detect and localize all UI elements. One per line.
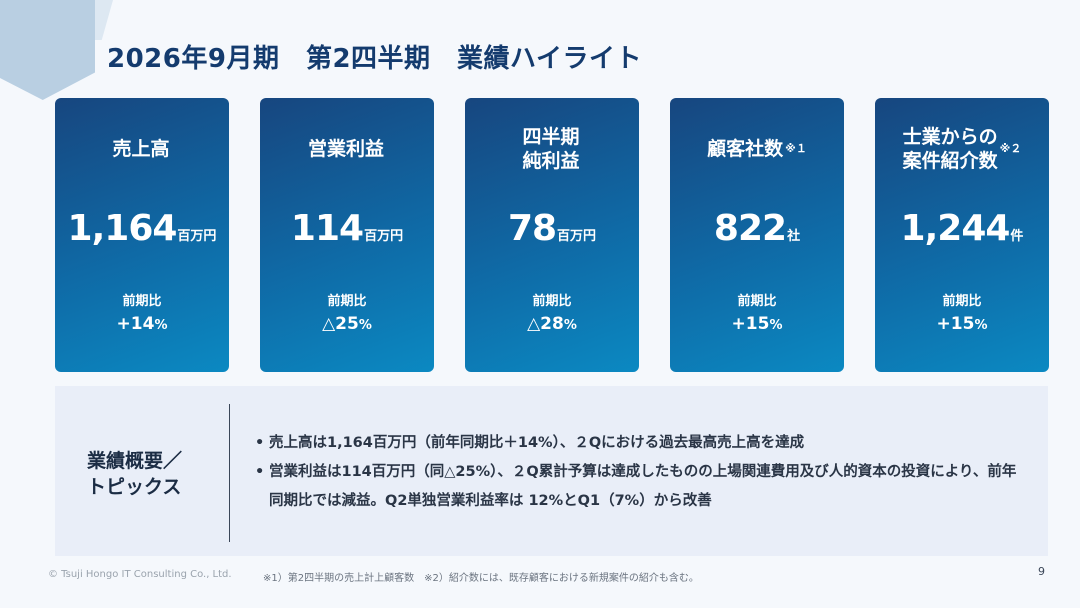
kpi-comparison-value: +15% xyxy=(875,314,1049,334)
kpi-comparison-label: 前期比 xyxy=(942,294,982,309)
page-title: 2026年9月期 第2四半期 業績ハイライト xyxy=(107,44,643,74)
kpi-comparison-label: 前期比 xyxy=(532,294,572,309)
kpi-number: 822 xyxy=(713,208,787,249)
copyright: © Tsuji Hongo IT Consulting Co., Ltd. xyxy=(48,569,232,580)
kpi-card-revenue: 売上高 1,164百万円 前期比 +14% xyxy=(55,98,229,372)
kpi-value: 78百万円 xyxy=(465,208,639,249)
kpi-label-text: 士業からの 案件紹介数 xyxy=(902,126,998,172)
summary-bullets: 売上高は1,164百万円（前年同期比＋14%）、２Qにおける過去最高売上高を達成… xyxy=(255,429,1025,516)
kpi-card-customers: 顧客社数 ※１ 822社 前期比 +15% xyxy=(670,98,844,372)
kpi-unit: 百万円 xyxy=(177,229,217,244)
kpi-unit: 社 xyxy=(787,229,801,244)
kpi-comparison-value: △28% xyxy=(465,314,639,334)
kpi-comparison-number: △28 xyxy=(527,314,564,334)
kpi-unit: 百万円 xyxy=(557,229,597,244)
summary-panel: 業績概要／ トピックス 売上高は1,164百万円（前年同期比＋14%）、２Qにお… xyxy=(55,386,1048,556)
corner-decoration xyxy=(0,0,95,100)
kpi-number: 78 xyxy=(507,208,557,249)
kpi-comparison-value: +15% xyxy=(670,314,844,334)
kpi-number: 114 xyxy=(290,208,364,249)
kpi-card-operating-profit: 営業利益 114百万円 前期比 △25% xyxy=(260,98,434,372)
kpi-note: ※２ xyxy=(999,142,1022,155)
kpi-value: 1,164百万円 xyxy=(55,208,229,249)
footnote: ※1）第2四半期の売上計上顧客数 ※2）紹介数には、既存顧客における新規案件の紹… xyxy=(263,573,699,584)
kpi-comparison-value: +14% xyxy=(55,314,229,334)
kpi-comparison-unit: % xyxy=(358,318,372,333)
kpi-label-text: 営業利益 xyxy=(307,138,384,160)
kpi-card-referrals: 士業からの 案件紹介数 ※２ 1,244件 前期比 +15% xyxy=(875,98,1049,372)
summary-heading: 業績概要／ トピックス xyxy=(87,450,183,498)
kpi-number: 1,164 xyxy=(67,208,178,249)
kpi-label-text: 四半期 純利益 xyxy=(522,126,580,172)
kpi-label: 士業からの 案件紹介数 ※２ xyxy=(875,123,1049,175)
kpi-unit: 百万円 xyxy=(364,229,404,244)
kpi-number: 1,244 xyxy=(900,208,1011,249)
kpi-comparison-unit: % xyxy=(154,318,168,333)
kpi-unit: 件 xyxy=(1010,229,1024,244)
kpi-comparison-number: +14 xyxy=(116,314,155,334)
kpi-comparison-unit: % xyxy=(769,318,783,333)
kpi-note: ※１ xyxy=(785,142,807,155)
kpi-value: 114百万円 xyxy=(260,208,434,249)
kpi-comparison-label: 前期比 xyxy=(122,294,162,309)
kpi-comparison-unit: % xyxy=(563,318,577,333)
summary-bullet-revenue: 売上高は1,164百万円（前年同期比＋14%）、２Qにおける過去最高売上高を達成 xyxy=(255,429,1025,458)
kpi-card-net-income: 四半期 純利益 78百万円 前期比 △28% xyxy=(465,98,639,372)
kpi-label: 四半期 純利益 xyxy=(465,123,639,175)
summary-divider xyxy=(229,404,230,542)
kpi-comparison-label: 前期比 xyxy=(327,294,367,309)
kpi-comparison-value: △25% xyxy=(260,314,434,334)
kpi-comparison-number: +15 xyxy=(936,314,975,334)
page-number: 9 xyxy=(1038,565,1045,578)
kpi-label: 顧客社数 ※１ xyxy=(670,123,844,175)
kpi-comparison-label: 前期比 xyxy=(737,294,777,309)
kpi-label-text: 売上高 xyxy=(112,138,170,160)
kpi-value: 822社 xyxy=(670,208,844,249)
kpi-comparison-number: +15 xyxy=(731,314,770,334)
kpi-comparison-number: △25 xyxy=(322,314,359,334)
kpi-comparison-unit: % xyxy=(974,318,988,333)
kpi-label-text: 顧客社数 xyxy=(707,138,784,160)
kpi-label: 営業利益 xyxy=(260,123,434,175)
kpi-label: 売上高 xyxy=(55,123,229,175)
summary-bullet-operating-profit: 営業利益は114百万円（同△25%）、２Q累計予算は達成したものの上場関連費用及… xyxy=(255,458,1025,516)
kpi-value: 1,244件 xyxy=(875,208,1049,249)
